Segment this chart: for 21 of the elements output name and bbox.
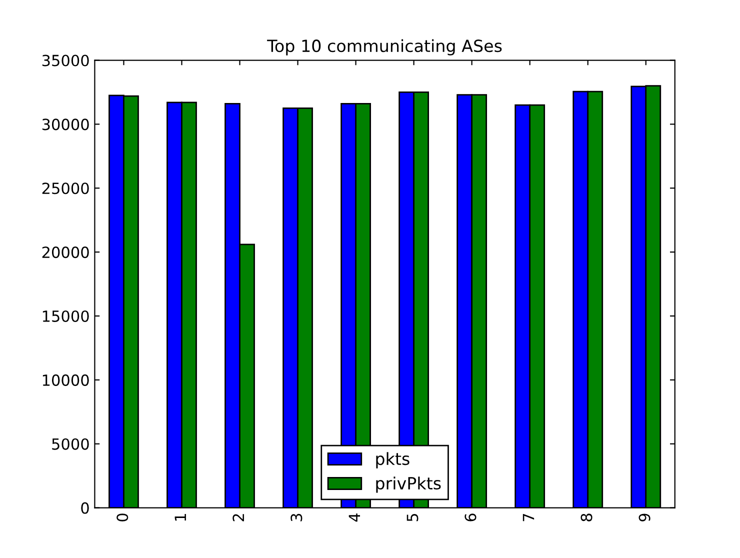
x-tick-label: 8: [580, 514, 592, 522]
x-tick-label: 6: [464, 514, 476, 522]
x-tick-label: 7: [522, 514, 534, 522]
y-tick-label: 15000: [42, 310, 89, 322]
x-tick-label: 5: [406, 514, 418, 522]
y-tick-label: 0: [81, 502, 89, 514]
x-tick-label: 4: [348, 514, 360, 522]
x-tick-label: 1: [174, 514, 186, 521]
y-tick-label: 5000: [52, 438, 89, 450]
y-tick-label: 35000: [42, 54, 89, 66]
y-tick-label: 30000: [42, 118, 89, 130]
x-tick-label: 9: [638, 514, 650, 522]
legend-label: privPkts: [376, 476, 441, 493]
chart-title: Top 10 communicating ASes: [267, 39, 502, 56]
y-tick-label: 20000: [42, 246, 89, 258]
y-tick-label: 25000: [42, 182, 89, 194]
x-tick-label: 3: [290, 514, 302, 522]
x-tick-label: 2: [232, 514, 244, 522]
legend-label: pkts: [376, 452, 410, 468]
y-tick-label: 10000: [42, 374, 89, 386]
x-tick-label: 0: [116, 514, 128, 522]
